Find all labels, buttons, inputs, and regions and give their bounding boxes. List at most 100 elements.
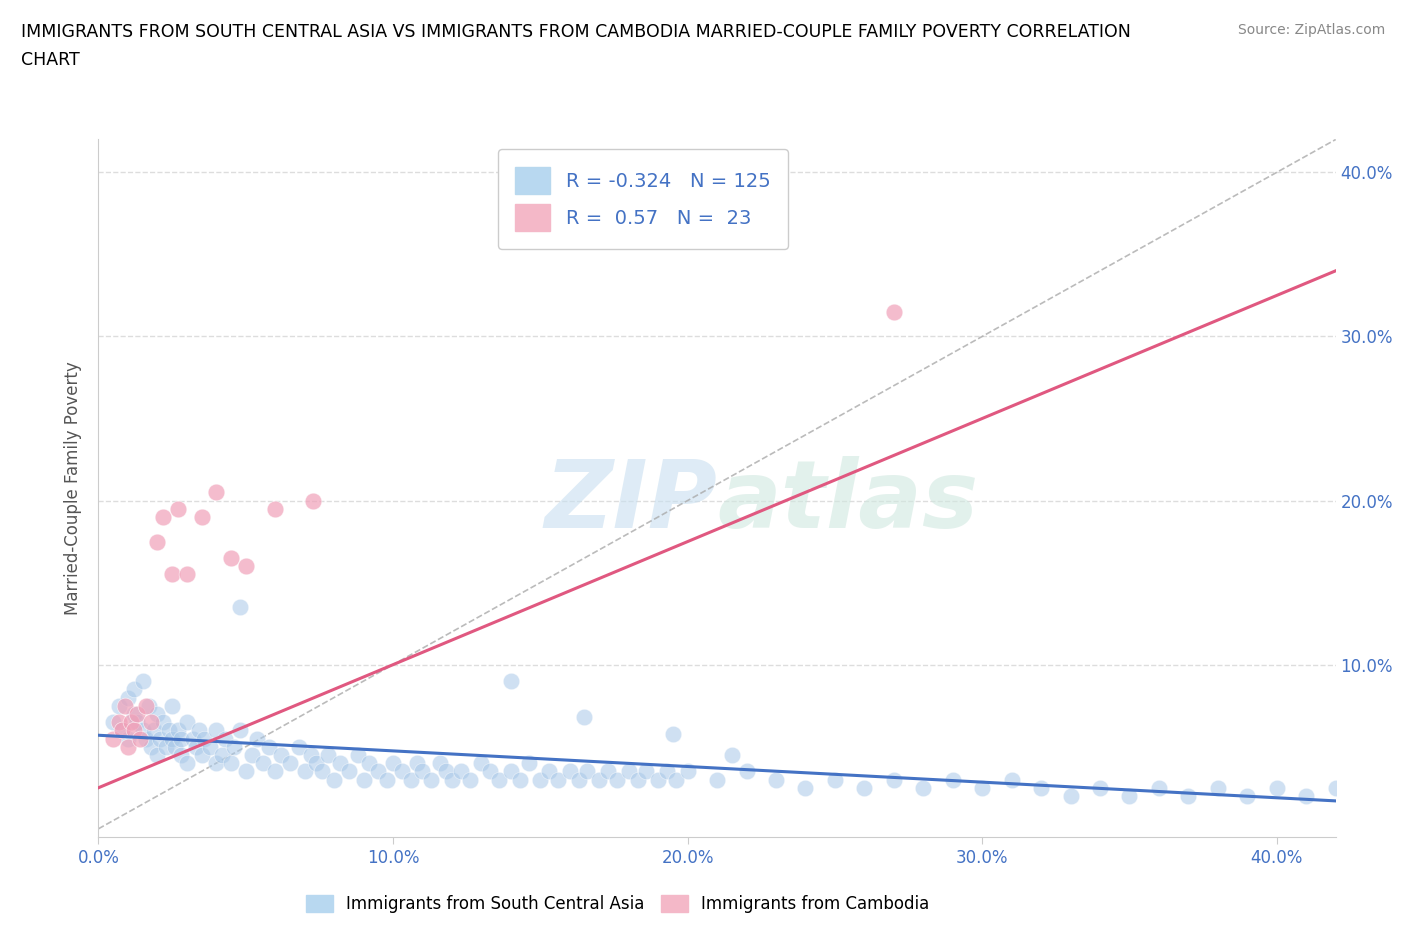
Point <box>588 772 610 787</box>
Point <box>337 764 360 778</box>
Legend: Immigrants from South Central Asia, Immigrants from Cambodia: Immigrants from South Central Asia, Immi… <box>299 888 936 920</box>
Point <box>125 707 148 722</box>
Point <box>278 756 301 771</box>
Point <box>942 772 965 787</box>
Text: Source: ZipAtlas.com: Source: ZipAtlas.com <box>1237 23 1385 37</box>
Point <box>574 710 596 724</box>
Point <box>470 756 492 771</box>
Point <box>558 764 581 778</box>
Point <box>1265 780 1288 795</box>
Point <box>287 739 309 754</box>
Point <box>382 756 405 771</box>
Point <box>299 748 322 763</box>
Point <box>108 698 131 713</box>
Point <box>440 772 463 787</box>
Point <box>1001 772 1024 787</box>
Point <box>176 714 198 729</box>
Point <box>353 772 375 787</box>
Point <box>229 600 252 615</box>
Point <box>912 780 935 795</box>
Point <box>499 764 522 778</box>
Text: atlas: atlas <box>717 457 979 548</box>
Point <box>1236 789 1258 804</box>
Point <box>270 748 292 763</box>
Point <box>163 739 186 754</box>
Point <box>181 731 204 746</box>
Point <box>517 756 540 771</box>
Point <box>883 304 905 319</box>
Point <box>138 698 160 713</box>
Point <box>252 756 274 771</box>
Point <box>264 501 287 516</box>
Point <box>128 731 150 746</box>
Point <box>190 748 212 763</box>
Point <box>155 739 177 754</box>
Point <box>125 714 148 729</box>
Point <box>302 493 325 508</box>
Point <box>450 764 472 778</box>
Point <box>146 534 169 549</box>
Point <box>1177 789 1199 804</box>
Point <box>411 764 433 778</box>
Point <box>972 780 994 795</box>
Point <box>824 772 846 787</box>
Point <box>141 714 163 729</box>
Point <box>122 723 145 737</box>
Point <box>264 764 287 778</box>
Point <box>662 726 685 741</box>
Point <box>720 748 742 763</box>
Point <box>152 714 174 729</box>
Text: CHART: CHART <box>21 51 80 69</box>
Point <box>152 510 174 525</box>
Point <box>160 698 183 713</box>
Point <box>1088 780 1111 795</box>
Point <box>538 764 561 778</box>
Point <box>108 714 131 729</box>
Point <box>205 485 228 499</box>
Point <box>149 731 172 746</box>
Point <box>131 723 153 737</box>
Point <box>122 682 145 697</box>
Point <box>329 756 352 771</box>
Point <box>626 772 648 787</box>
Point <box>1029 780 1052 795</box>
Point <box>135 731 157 746</box>
Point <box>114 698 136 713</box>
Point <box>294 764 316 778</box>
Point <box>157 723 180 737</box>
Point <box>111 723 134 737</box>
Point <box>676 764 699 778</box>
Point <box>391 764 413 778</box>
Point <box>193 731 215 746</box>
Y-axis label: Married-Couple Family Poverty: Married-Couple Family Poverty <box>65 362 83 615</box>
Point <box>606 772 628 787</box>
Point <box>1295 789 1317 804</box>
Point <box>259 739 281 754</box>
Point <box>375 772 398 787</box>
Point <box>1384 780 1406 795</box>
Point <box>240 748 263 763</box>
Point <box>176 567 198 582</box>
Point <box>1206 780 1229 795</box>
Point <box>405 756 427 771</box>
Point <box>499 673 522 688</box>
Point <box>117 690 139 705</box>
Point <box>509 772 531 787</box>
Point <box>101 731 124 746</box>
Point <box>735 764 758 778</box>
Point <box>359 756 381 771</box>
Point <box>167 723 190 737</box>
Point <box>1324 780 1347 795</box>
Point <box>883 772 905 787</box>
Text: IMMIGRANTS FROM SOUTH CENTRAL ASIA VS IMMIGRANTS FROM CAMBODIA MARRIED-COUPLE FA: IMMIGRANTS FROM SOUTH CENTRAL ASIA VS IM… <box>21 23 1130 41</box>
Point <box>235 559 257 574</box>
Point <box>205 756 228 771</box>
Point <box>568 772 591 787</box>
Point <box>367 764 389 778</box>
Point <box>429 756 451 771</box>
Point <box>665 772 688 787</box>
Point <box>1354 789 1376 804</box>
Point <box>111 723 134 737</box>
Point <box>434 764 457 778</box>
Point <box>190 510 212 525</box>
